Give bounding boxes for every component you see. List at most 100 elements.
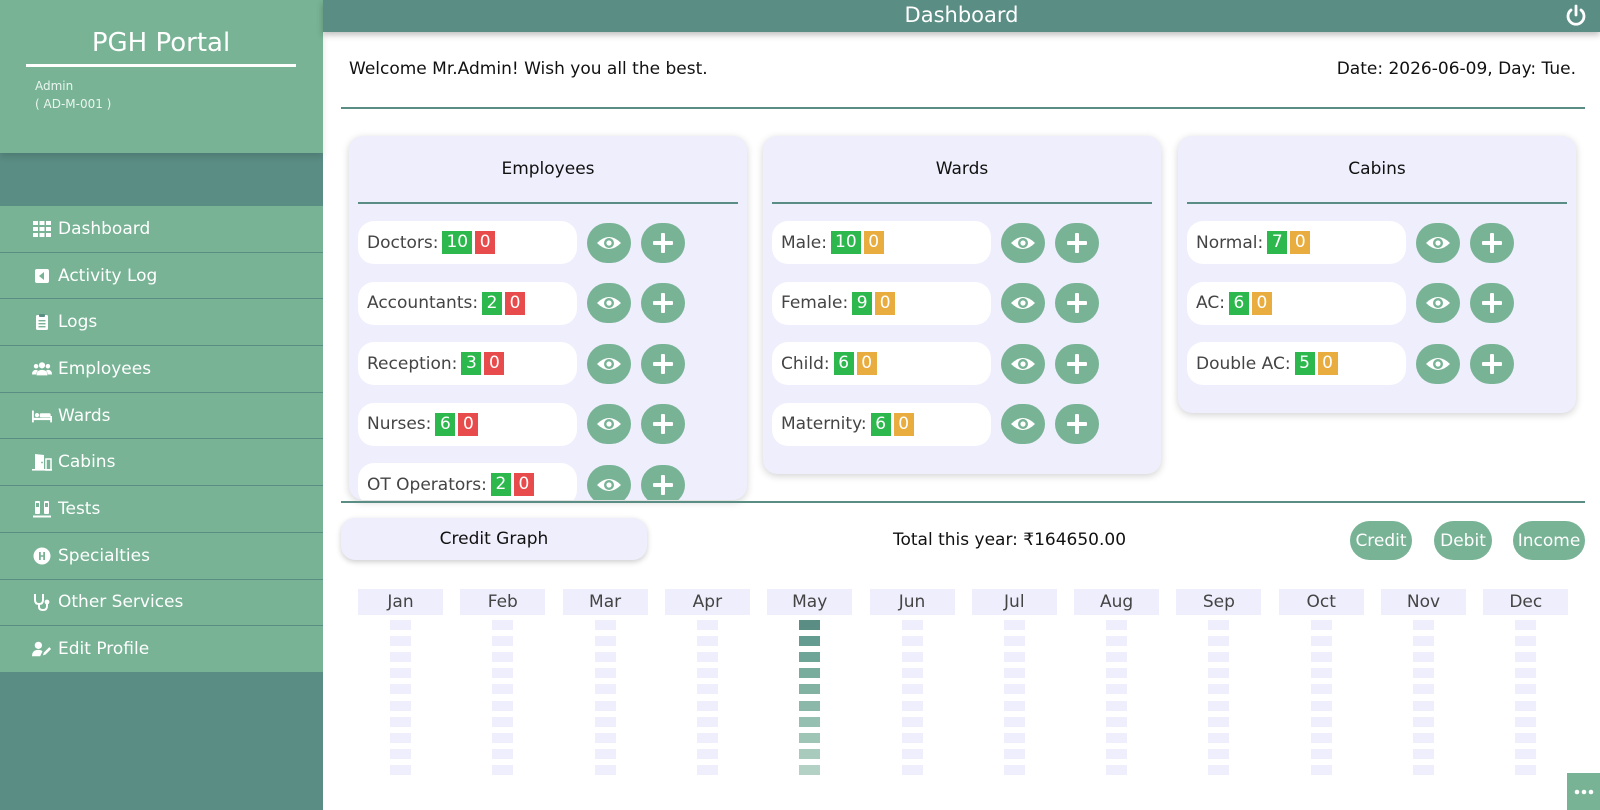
view-button[interactable] bbox=[587, 404, 631, 444]
chart-bar-segment bbox=[492, 716, 514, 727]
list-item: Reception: 3 0 bbox=[358, 342, 738, 385]
add-button[interactable] bbox=[1470, 343, 1514, 384]
chart-bar-segment bbox=[492, 684, 514, 695]
app-title: PGH Portal bbox=[26, 28, 296, 67]
view-button[interactable] bbox=[587, 222, 631, 263]
eye-icon bbox=[1011, 357, 1035, 370]
user-edit-icon bbox=[32, 639, 52, 659]
sidebar-item-activity-log[interactable]: Activity Log bbox=[0, 252, 323, 300]
add-button[interactable] bbox=[1055, 222, 1099, 263]
count-badge: 6 bbox=[435, 412, 456, 436]
chart-bar-segment bbox=[1310, 668, 1332, 679]
count-badge: 5 bbox=[1294, 352, 1315, 375]
credit-button[interactable]: Credit bbox=[1350, 521, 1412, 560]
chart-bar-segment bbox=[1310, 700, 1332, 711]
add-button[interactable] bbox=[641, 464, 685, 500]
chart-bar-segment bbox=[1106, 732, 1128, 743]
count-badge: 0 bbox=[1290, 231, 1311, 254]
count-badge: 10 bbox=[442, 231, 473, 254]
count-badge: 6 bbox=[1228, 291, 1249, 315]
sidebar: PGH Portal Admin ( AD-M-001 ) Dashboard … bbox=[0, 0, 323, 810]
add-button[interactable] bbox=[1055, 404, 1099, 444]
sidebar-item-label: Cabins bbox=[58, 452, 116, 473]
sidebar-item-dashboard[interactable]: Dashboard bbox=[0, 206, 323, 253]
plus-icon bbox=[1067, 353, 1087, 374]
plus-icon bbox=[1482, 353, 1502, 374]
chart-bar-segment bbox=[1106, 748, 1128, 759]
view-button[interactable] bbox=[1001, 404, 1045, 444]
sidebar-item-employees[interactable]: Employees bbox=[0, 346, 323, 393]
more-icon[interactable] bbox=[1567, 773, 1600, 810]
list-item: Doctors: 10 0 bbox=[358, 221, 738, 264]
view-button[interactable] bbox=[587, 283, 631, 323]
sidebar-item-logs[interactable]: Logs bbox=[0, 299, 323, 347]
add-button[interactable] bbox=[1055, 343, 1099, 384]
chart-bar-segment bbox=[1413, 748, 1434, 759]
hospital-icon bbox=[32, 546, 52, 566]
power-icon[interactable] bbox=[1564, 4, 1588, 28]
view-button[interactable] bbox=[1001, 283, 1045, 323]
divider bbox=[341, 501, 1585, 503]
count-badge: 3 bbox=[461, 352, 482, 375]
view-button[interactable] bbox=[1416, 343, 1460, 384]
add-button[interactable] bbox=[1470, 222, 1514, 263]
add-button[interactable] bbox=[1470, 283, 1514, 323]
chart-bar-segment bbox=[1310, 716, 1332, 727]
plus-icon bbox=[1067, 293, 1087, 313]
income-button[interactable]: Income bbox=[1513, 521, 1585, 560]
chart-bar-segment bbox=[1515, 700, 1537, 711]
chart-bar-segment bbox=[1413, 732, 1434, 743]
add-button[interactable] bbox=[641, 222, 685, 263]
chart-bar-segment bbox=[1208, 684, 1230, 695]
stat-pill: Maternity: 6 0 bbox=[772, 402, 991, 446]
chart-bar-segment bbox=[1310, 620, 1332, 630]
top-bar: Dashboard bbox=[323, 0, 1600, 32]
list-item: Double AC: 5 0 bbox=[1187, 342, 1567, 385]
month-label: Sep bbox=[1176, 589, 1262, 615]
view-button[interactable] bbox=[587, 464, 631, 500]
count-badge: 6 bbox=[833, 352, 854, 375]
view-button[interactable] bbox=[1416, 222, 1460, 263]
sidebar-item-cabins[interactable]: Cabins bbox=[0, 439, 323, 487]
view-button[interactable] bbox=[1001, 343, 1045, 384]
sidebar-item-tests[interactable]: Tests bbox=[0, 486, 323, 533]
chart-bar-segment bbox=[594, 716, 616, 727]
total-this-year: Total this year: ₹164650.00 bbox=[893, 530, 1127, 550]
count-badge: 7 bbox=[1267, 231, 1288, 254]
chart-bar-segment bbox=[1310, 652, 1332, 663]
add-button[interactable] bbox=[641, 404, 685, 444]
chart-bar-segment bbox=[696, 700, 718, 711]
add-button[interactable] bbox=[1055, 283, 1099, 323]
stat-pill: Female: 9 0 bbox=[772, 281, 991, 325]
chart-bar-segment bbox=[901, 684, 923, 695]
list-item: AC: 6 0 bbox=[1187, 281, 1567, 325]
sidebar-item-specialties[interactable]: Specialties bbox=[0, 532, 323, 580]
chart-bar-segment bbox=[901, 748, 923, 759]
chart-bar-segment bbox=[390, 700, 411, 711]
stat-label: Doctors: bbox=[367, 232, 439, 253]
stat-label: Reception: bbox=[367, 353, 458, 374]
view-button[interactable] bbox=[587, 343, 631, 384]
add-button[interactable] bbox=[641, 343, 685, 384]
list-item: Female: 9 0 bbox=[772, 281, 1152, 325]
chart-bar-segment bbox=[594, 636, 616, 647]
sidebar-item-other-services[interactable]: Other Services bbox=[0, 579, 323, 627]
stat-label: Male: bbox=[781, 232, 827, 253]
count-badge: 0 bbox=[893, 412, 914, 436]
chart-bar-segment bbox=[1413, 684, 1434, 695]
count-badge: 0 bbox=[475, 231, 496, 254]
welcome-message: Welcome Mr.Admin! Wish you all the best. bbox=[349, 59, 708, 79]
credit-graph-tab[interactable]: Credit Graph bbox=[341, 518, 647, 560]
chart-bar-segment bbox=[1310, 636, 1332, 647]
add-button[interactable] bbox=[641, 283, 685, 323]
debit-button[interactable]: Debit bbox=[1434, 521, 1492, 560]
chart-bar-segment bbox=[1310, 732, 1332, 743]
view-button[interactable] bbox=[1416, 283, 1460, 323]
chart-bar-segment bbox=[390, 684, 411, 695]
stat-label: Child: bbox=[781, 353, 830, 374]
sidebar-item-edit-profile[interactable]: Edit Profile bbox=[0, 626, 323, 673]
view-button[interactable] bbox=[1001, 222, 1045, 263]
sidebar-item-wards[interactable]: Wards bbox=[0, 392, 323, 440]
chart-bar-segment bbox=[492, 636, 514, 647]
chart-bar-segment bbox=[1208, 668, 1230, 679]
